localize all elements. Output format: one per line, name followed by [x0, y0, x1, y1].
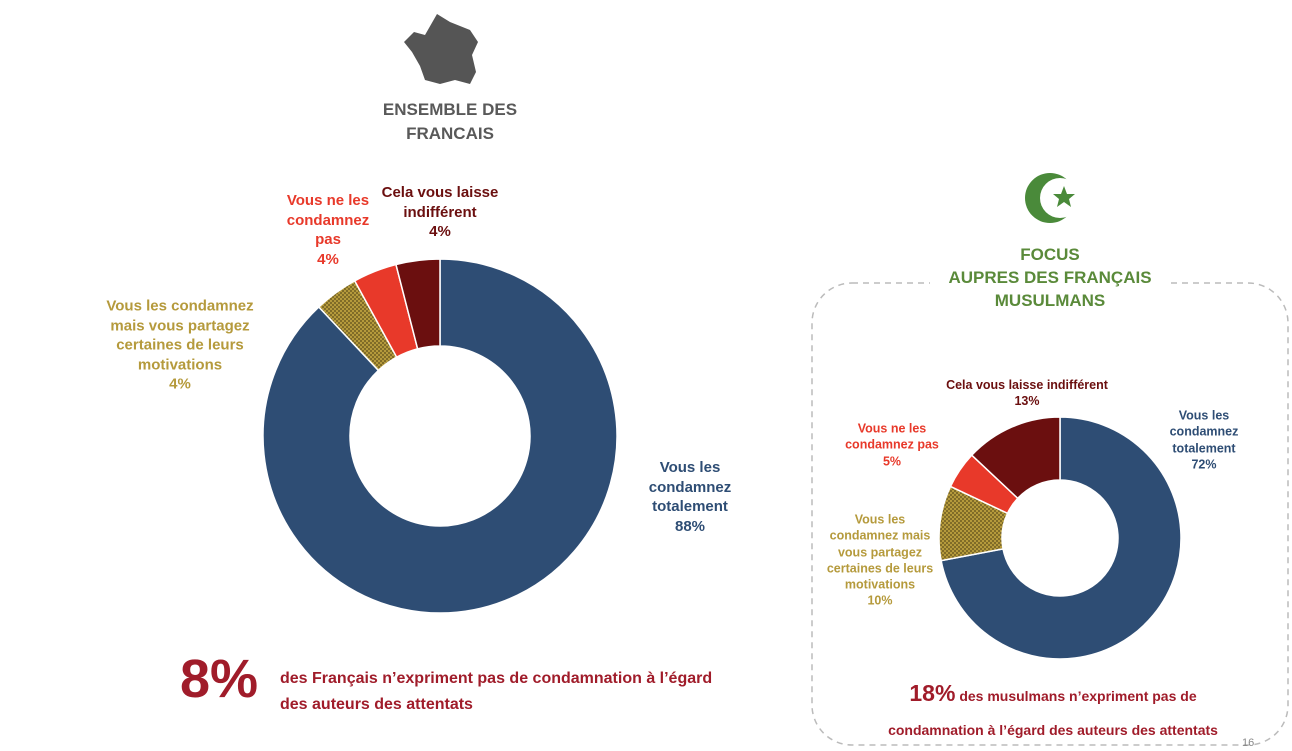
focus-title: FOCUS AUPRES DES FRANÇAIS MUSULMANS	[930, 244, 1170, 313]
page-number: 16	[1242, 737, 1255, 749]
chart-title: FOCUS	[1020, 245, 1080, 264]
value-label: 10%	[867, 593, 893, 608]
data-label: Vous les condamnez totalement 72%	[1154, 408, 1254, 473]
value-label: 5%	[882, 454, 902, 469]
data-label: Vous les condamnez totalement 88%	[630, 458, 750, 536]
annotation-2: 18% des musulmans n’expriment pas de con…	[868, 676, 1238, 747]
value-label: 4%	[429, 222, 451, 240]
category-label: Vous les condamnez mais vous partagez ce…	[106, 297, 254, 373]
donut-segment	[262, 258, 618, 614]
category-label: Cela vous laisse indifférent	[381, 183, 499, 221]
category-label: Vous les condamnez totalement	[1169, 408, 1239, 456]
france-icon	[404, 14, 478, 84]
category-label: Vous les condamnez mais vous partagez ce…	[826, 512, 934, 592]
category-label: Vous ne les condamnez pas	[286, 192, 370, 248]
value-label: 88%	[674, 517, 706, 535]
category-label: Vous les condamnez totalement	[648, 459, 732, 515]
annotation-value: 8%	[180, 649, 259, 709]
value-label: 72%	[1191, 457, 1217, 472]
crescent-icon	[1025, 173, 1080, 223]
chart-subtitle: AUPRES DES FRANÇAIS MUSULMANS	[948, 267, 1152, 310]
data-label: Vous ne les condamnez pas 4%	[273, 191, 383, 269]
donut-segment	[940, 416, 1182, 660]
value-label: 4%	[169, 375, 191, 393]
data-label: Cela vous laisse indifférent 4%	[375, 183, 505, 242]
category-label: Vous ne les condamnez pas	[845, 421, 939, 452]
donut-segment	[970, 416, 1061, 500]
chart-title: ENSEMBLE DES FRANCAIS	[382, 100, 518, 143]
value-label: 13%	[1014, 394, 1040, 408]
data-label: Vous ne les condamnez pas 5%	[832, 421, 952, 470]
category-label: Cela vous laisse indifférent	[946, 377, 1108, 392]
annotation-value: 18%	[909, 680, 956, 706]
data-label: Cela vous laisse indifférent 13%	[917, 377, 1137, 410]
value-label: 4%	[317, 250, 339, 268]
annotation-text: des Français n’expriment pas de condamna…	[280, 670, 713, 713]
donut-segment	[395, 258, 441, 350]
data-label: Vous les condamnez mais vous partagez ce…	[825, 511, 935, 609]
data-label: Vous les condamnez mais vous partagez ce…	[95, 296, 265, 394]
annotation-text: des musulmans n’expriment pas de condamn…	[888, 688, 1218, 738]
